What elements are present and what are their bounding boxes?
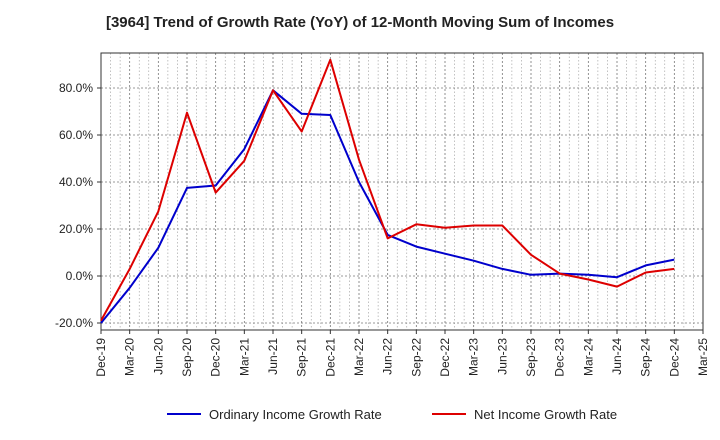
x-tick-label: Sep-24: [639, 338, 653, 377]
legend-label-1: Ordinary Income Growth Rate: [209, 407, 382, 422]
x-tick-label: Dec-19: [94, 338, 108, 377]
y-tick-label: 80.0%: [59, 81, 93, 95]
x-tick-label: Jun-21: [266, 338, 280, 375]
x-tick-label: Mar-22: [352, 338, 366, 376]
x-tick-label: Dec-24: [667, 338, 681, 377]
plot-area: [101, 53, 703, 330]
y-tick-label: -20.0%: [55, 316, 93, 330]
x-tick-label: Dec-23: [553, 338, 567, 377]
x-tick-label: Mar-23: [467, 338, 481, 376]
x-tick-label: Dec-20: [209, 338, 223, 377]
x-tick-label: Sep-22: [409, 338, 423, 377]
x-tick-label: Dec-21: [323, 338, 337, 377]
plot-border: [100, 52, 704, 331]
x-tick-label: Jun-24: [610, 338, 624, 375]
x-tick-label: Jun-23: [495, 338, 509, 375]
x-tick-label: Sep-23: [524, 338, 538, 377]
x-tick-label: Sep-20: [180, 338, 194, 377]
x-tick-label: Mar-21: [237, 338, 251, 376]
x-tick-label: Dec-22: [438, 338, 452, 377]
x-tick-label: Sep-21: [295, 338, 309, 377]
x-tick-label: Mar-25: [696, 338, 710, 376]
chart-title: [3964] Trend of Growth Rate (YoY) of 12-…: [105, 14, 615, 31]
y-tick-label: 20.0%: [59, 222, 93, 236]
x-tick-label: Jun-22: [381, 338, 395, 375]
series-line-2: [100, 58, 675, 322]
series-line-1: [100, 89, 675, 324]
y-tick-label: 40.0%: [59, 175, 93, 189]
x-tick-label: Mar-20: [123, 338, 137, 376]
x-tick-label: Jun-20: [151, 338, 165, 375]
y-tick-label: 60.0%: [59, 128, 93, 142]
y-tick-label: 0.0%: [66, 269, 94, 283]
x-tick-label: Mar-24: [581, 338, 595, 376]
legend-label-2: Net Income Growth Rate: [474, 407, 617, 422]
